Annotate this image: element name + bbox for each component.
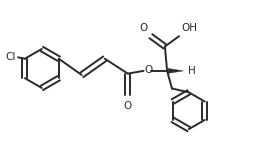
Text: O: O	[145, 64, 153, 74]
Text: Cl: Cl	[6, 52, 16, 62]
Text: O: O	[139, 23, 148, 33]
Text: OH: OH	[182, 23, 198, 33]
Polygon shape	[168, 68, 183, 73]
Text: O: O	[124, 101, 132, 111]
Text: H: H	[188, 66, 196, 76]
